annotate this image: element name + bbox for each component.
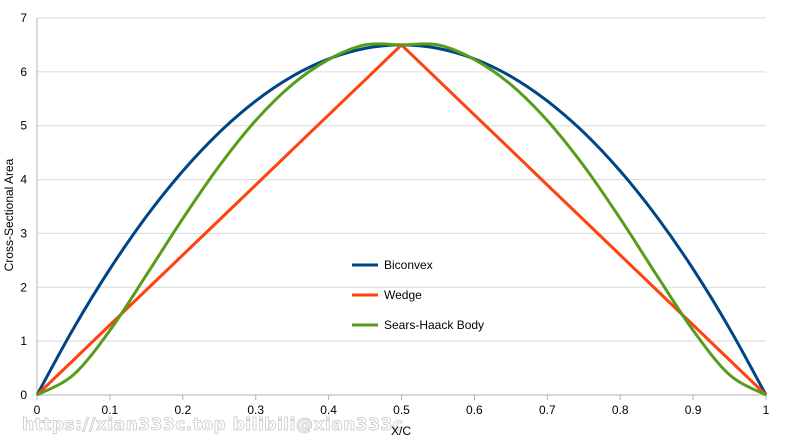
x-tick-label: 0.6 [466, 403, 483, 417]
y-axis-ticks: 0 1 2 3 4 5 6 7 [20, 11, 27, 402]
x-tick-label: 0.7 [539, 403, 556, 417]
x-axis-title: X/C [391, 424, 411, 438]
x-tick-label: 0.4 [320, 403, 337, 417]
y-tick-label: 2 [20, 280, 27, 294]
x-tick-label: 0.2 [174, 403, 191, 417]
legend-label: Biconvex [384, 258, 433, 272]
x-tick-label: 0 [34, 403, 41, 417]
y-tick-label: 5 [20, 119, 27, 133]
grid-lines [36, 17, 767, 400]
x-tick-label: 0.5 [393, 403, 410, 417]
legend-label: Sears-Haack Body [384, 318, 484, 332]
x-axis-ticks: 0 0.1 0.2 0.3 0.4 0.5 0.6 0.7 0.8 0.9 1 [34, 403, 770, 417]
y-tick-label: 0 [20, 388, 27, 402]
y-tick-label: 4 [20, 173, 27, 187]
series-line-biconvex [35, 43, 768, 396]
x-tick-label: 1 [763, 403, 770, 417]
x-tick-label: 0.9 [685, 403, 702, 417]
y-tick-label: 6 [20, 65, 27, 79]
series-lines [35, 42, 768, 397]
watermark-text: https://xian333c.top bilibili@xian333c [22, 415, 403, 435]
series-line-sears-haack [36, 42, 767, 397]
y-tick-label: 1 [20, 334, 27, 348]
y-axis-title: Cross-Sectional Area [2, 158, 16, 271]
series-line-wedge [35, 43, 768, 397]
y-tick-label: 3 [20, 226, 27, 240]
x-tick-label: 0.3 [247, 403, 264, 417]
legend-label: Wedge [384, 288, 422, 302]
y-tick-label: 7 [20, 11, 27, 25]
legend: Biconvex Wedge Sears-Haack Body [352, 258, 484, 332]
x-tick-label: 0.8 [612, 403, 629, 417]
x-tick-label: 0.1 [102, 403, 119, 417]
